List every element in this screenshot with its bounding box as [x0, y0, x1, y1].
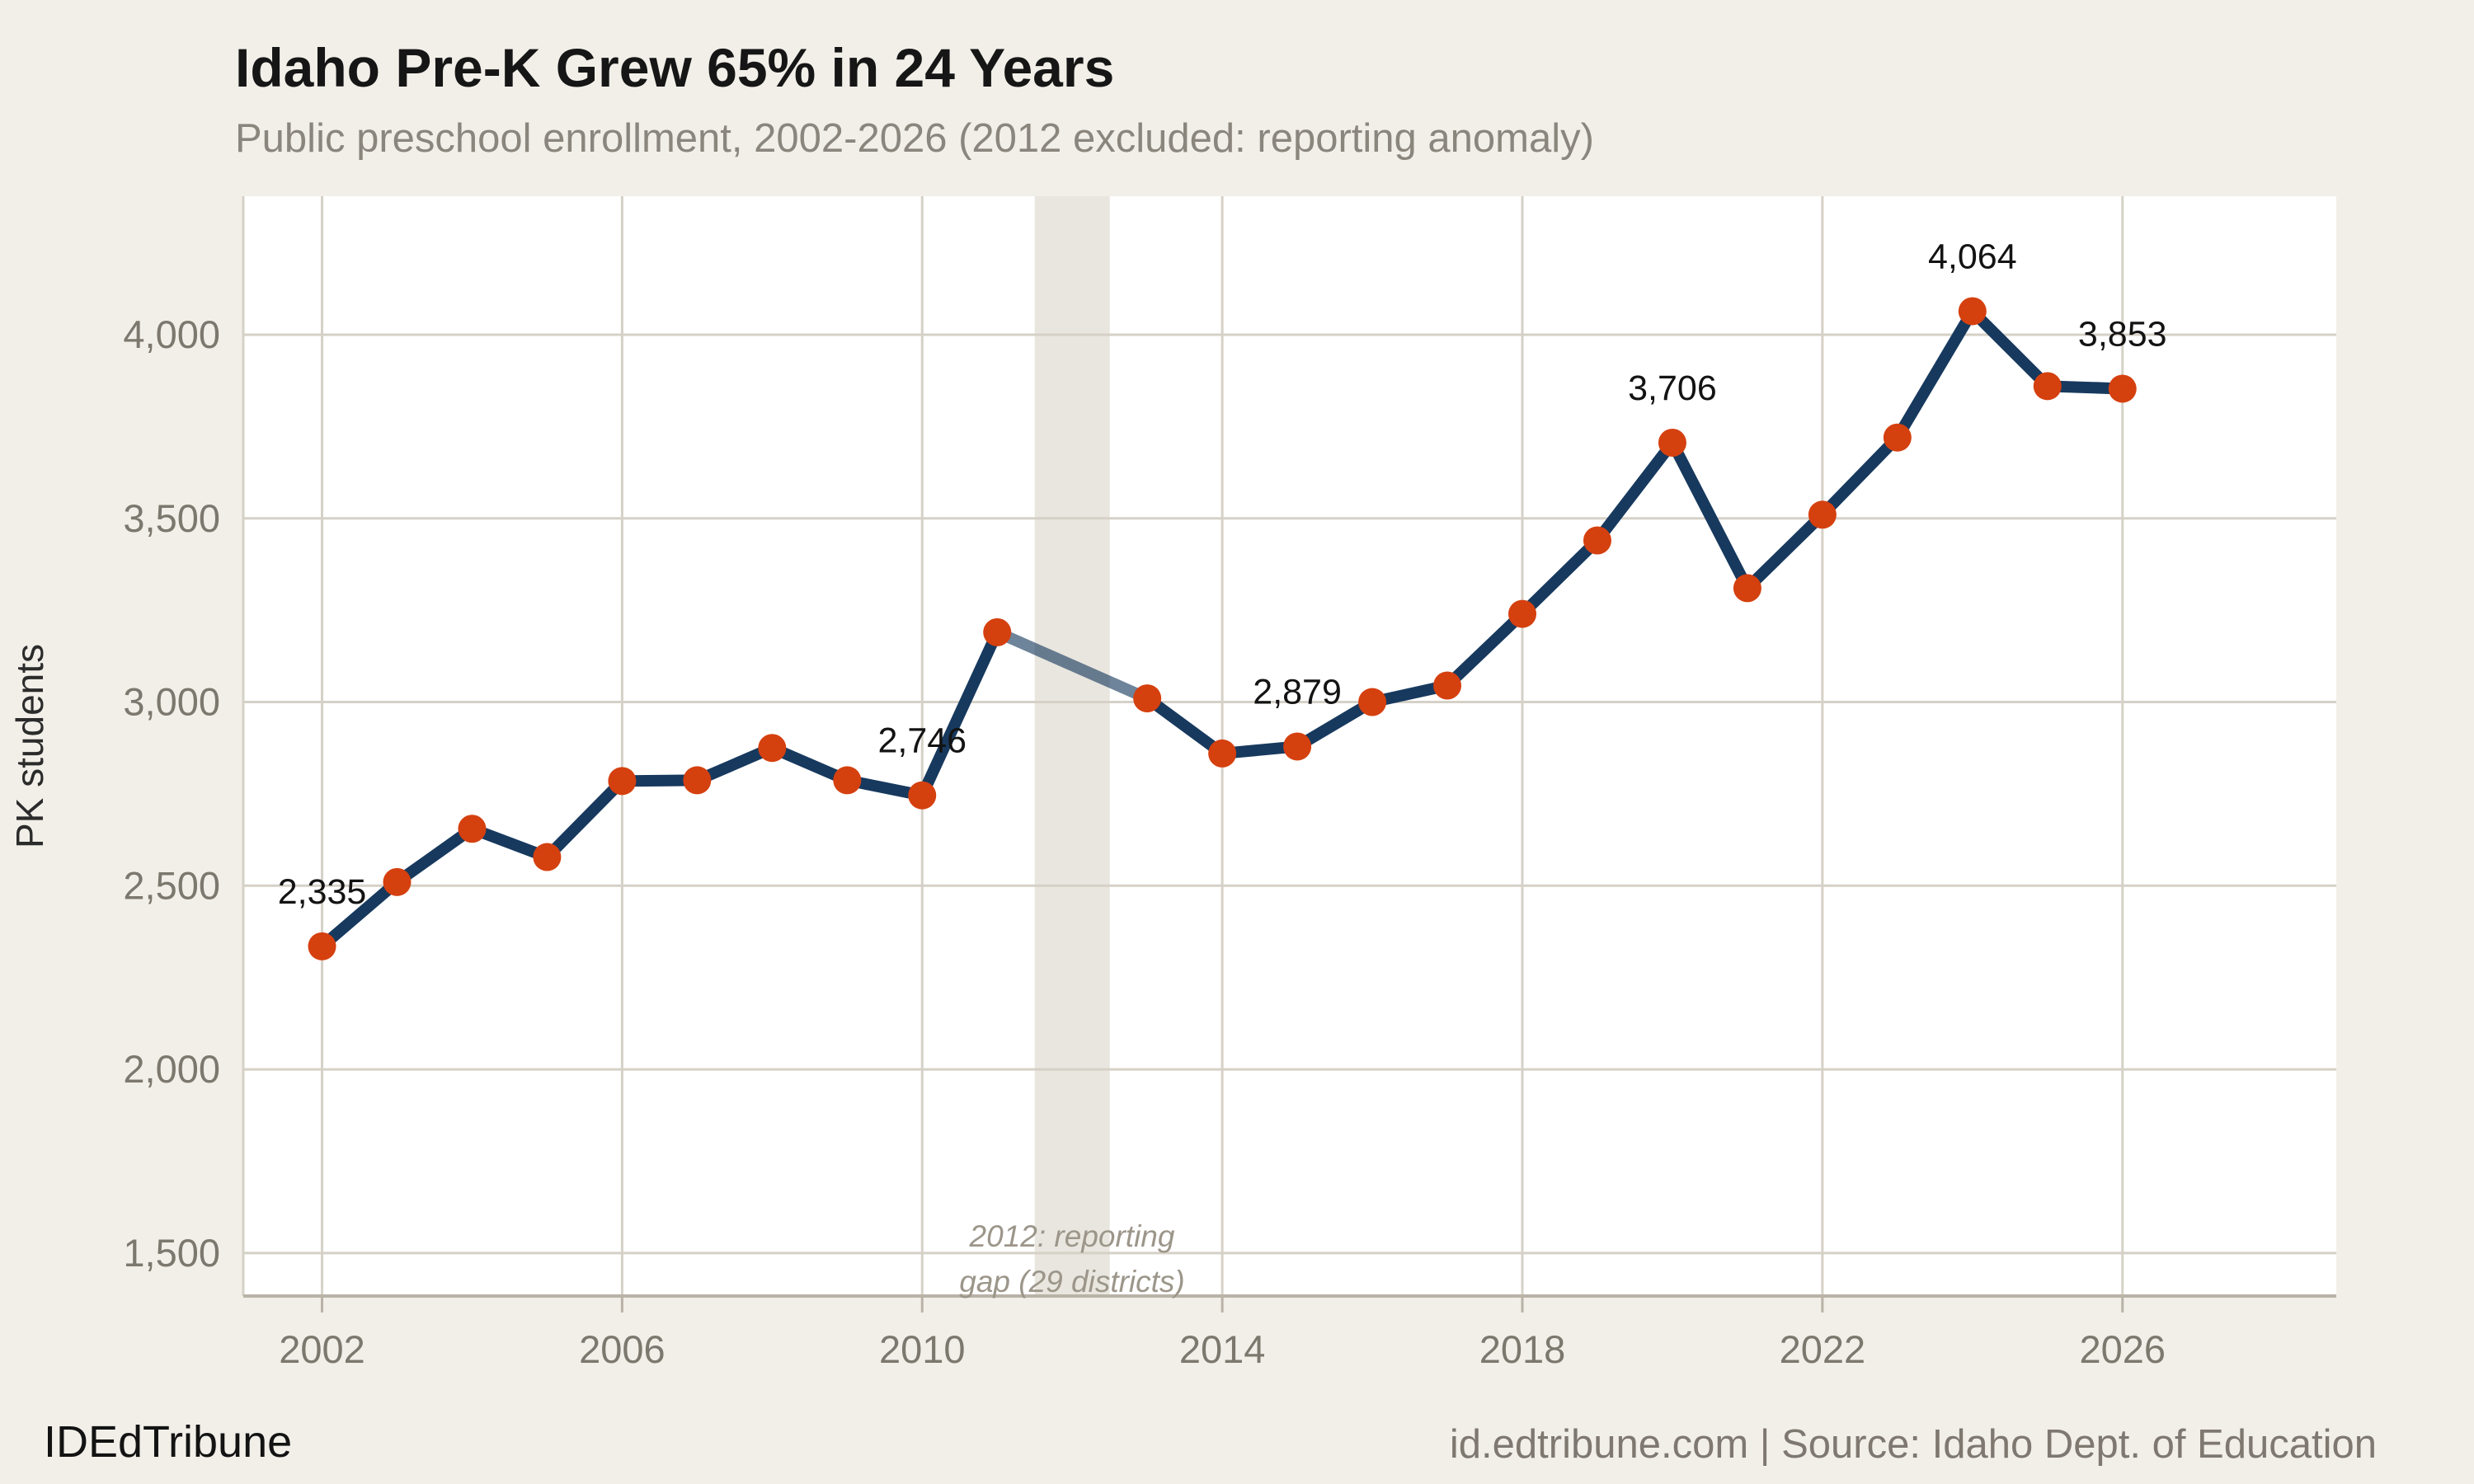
data-point-2024 — [1958, 297, 1987, 326]
gap-annotation: 2012: reporting gap (29 districts) — [959, 1219, 1185, 1298]
enrollment-line-pre-gap — [316, 626, 1004, 952]
tick-labels: 1,500 2,000 2,500 3,000 3,500 4,000 2002 2006 20… — [123, 312, 2166, 1371]
brand-logo-text: IDEdTribune — [44, 1417, 293, 1467]
data-point-2004 — [458, 815, 487, 843]
x-tick-label-2006: 2006 — [579, 1327, 666, 1371]
y-tick-label-4000: 4,000 — [123, 312, 220, 356]
interpolated-gap-segment — [991, 626, 1154, 705]
y-tick-label-1500: 1,500 — [123, 1231, 220, 1275]
x-tick-label-2014: 2014 — [1179, 1327, 1266, 1371]
gridlines — [243, 196, 2336, 1296]
gap-annotation-line-1: 2012: reporting — [969, 1219, 1175, 1253]
data-points — [308, 297, 2137, 960]
data-label-2024: 4,064 — [1928, 237, 2017, 276]
data-point-2017 — [1433, 671, 1462, 700]
data-label-2015: 2,879 — [1253, 672, 1342, 711]
data-point-2026 — [2108, 374, 2137, 403]
data-labels: 2,335 2,746 2,879 3,706 4,064 3,853 — [278, 237, 2167, 911]
data-point-2019 — [1583, 526, 1611, 555]
gap-annotation-line-2: gap (29 districts) — [959, 1265, 1185, 1298]
source-credit: id.edtribune.com | Source: Idaho Dept. o… — [1449, 1422, 2377, 1467]
y-tick-label-2500: 2,500 — [123, 863, 220, 907]
gap-band-rect — [1034, 196, 1110, 1296]
y-tick-label-2000: 2,000 — [123, 1047, 220, 1091]
data-point-2014 — [1208, 739, 1237, 768]
data-point-2003 — [383, 867, 412, 896]
data-point-2025 — [2033, 372, 2062, 401]
x-tick-label-2022: 2022 — [1780, 1327, 1866, 1371]
data-label-2002: 2,335 — [278, 872, 367, 912]
data-point-2023 — [1883, 423, 1912, 452]
series-line — [316, 305, 2128, 952]
data-point-2010 — [908, 781, 937, 810]
data-point-2005 — [533, 843, 562, 871]
data-point-2020 — [1658, 428, 1686, 457]
y-tick-label-3500: 3,500 — [123, 496, 220, 540]
x-tick-label-2002: 2002 — [279, 1327, 365, 1371]
gap-band — [1034, 196, 1110, 1296]
y-tick-label-3000: 3,000 — [123, 680, 220, 724]
enrollment-line-post-gap — [1141, 305, 2128, 759]
data-label-2026: 3,853 — [2078, 314, 2167, 354]
x-tick-label-2018: 2018 — [1479, 1327, 1566, 1371]
axis-lines — [242, 196, 2336, 1313]
data-point-2016 — [1358, 688, 1387, 716]
data-point-2011 — [983, 618, 1012, 646]
data-label-2020: 3,706 — [1628, 369, 1717, 408]
page-title: Idaho Pre-K Grew 65% in 24 Years — [235, 37, 1115, 98]
data-point-2008 — [758, 734, 787, 763]
data-point-2018 — [1508, 599, 1536, 628]
data-point-2006 — [608, 767, 637, 796]
data-point-2015 — [1283, 732, 1312, 761]
data-point-2021 — [1733, 574, 1761, 603]
data-point-2002 — [308, 932, 336, 960]
data-point-2022 — [1808, 500, 1837, 529]
data-point-2007 — [683, 766, 712, 795]
data-label-2010: 2,746 — [877, 721, 967, 761]
data-point-2009 — [833, 766, 862, 795]
x-tick-label-2010: 2010 — [879, 1327, 966, 1371]
x-tick-label-2026: 2026 — [2079, 1327, 2166, 1371]
page-subtitle: Public preschool enrollment, 2002-2026 (… — [235, 116, 1594, 161]
data-point-2013 — [1133, 684, 1162, 713]
y-axis-title: PK students — [8, 644, 51, 848]
